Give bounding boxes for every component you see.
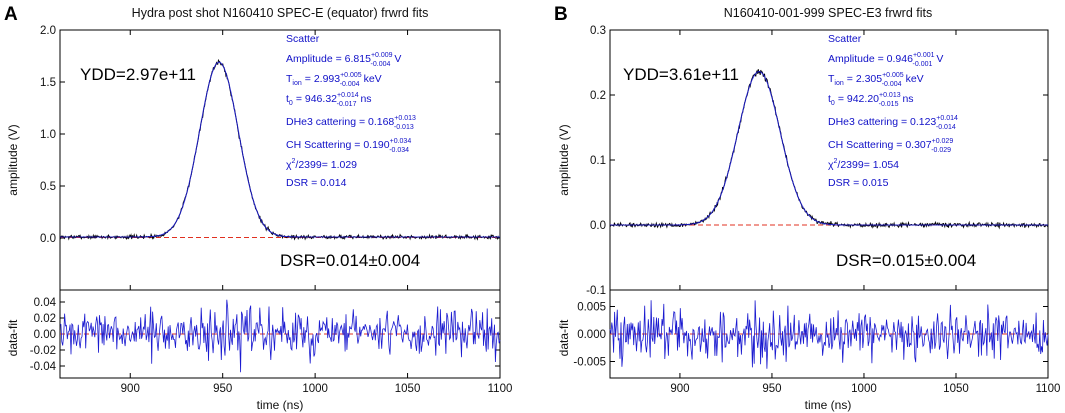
panel-a: A Hydra post shot N160410 SPEC-E (equato…: [4, 4, 512, 412]
fit-tion-a: Tion = 2.993+0.005 -0.004 keV: [286, 72, 382, 88]
x-tick-label-b: 1050: [943, 383, 969, 395]
residual-y-tick-label-a: 0.00: [34, 329, 56, 341]
residual-y-label-b: data-fit: [557, 319, 571, 356]
fit-amplitude-a: Amplitude = 6.815+0.009 -0.004 V: [286, 52, 401, 68]
x-tick-label-b: 1000: [851, 383, 877, 395]
fit-dsr-b: DSR = 0.015: [828, 177, 889, 189]
chart-title-b: N160410-001-999 SPEC-E3 frwrd fits: [724, 6, 932, 20]
chart-title-a: Hydra post shot N160410 SPEC-E (equator)…: [132, 6, 429, 20]
y-tick-label-a: 2.0: [40, 25, 56, 37]
fit-header-b: Scatter: [828, 33, 862, 45]
x-tick-label-b: 950: [762, 383, 781, 395]
x-tick-label-a: 1050: [395, 383, 421, 395]
residual-series-b: [609, 300, 1049, 369]
residual-plot-a: -0.04 -0.02 0.00 0.02 0.04 900 950 1000 1050 1100: [30, 297, 513, 395]
fit-dsr-a: DSR = 0.014: [286, 177, 347, 189]
residual-series-a: [59, 299, 501, 373]
x-axis-label-b: time (ns): [805, 398, 852, 412]
residual-y-label-a: data-fit: [6, 319, 20, 356]
fit-header-a: Scatter: [286, 33, 320, 45]
dsr-annotation-a: DSR=0.014±0.004: [280, 251, 420, 270]
y-tick-label-b: 0.0: [590, 220, 606, 232]
fit-parameters-a: Scatter Amplitude = 6.815+0.009 -0.004 V T…: [286, 33, 416, 189]
fit-ch-a: CH Scattering = 0.190+0.034 -0.034: [286, 138, 411, 154]
main-plot-a: 0.0 0.5 1.0 1.5 2.0: [40, 25, 501, 290]
residual-y-tick-label-a: 0.02: [34, 313, 56, 325]
y-tick-label-b: 0.2: [590, 90, 606, 102]
fit-amplitude-b: Amplitude = 0.946+0.001 -0.001 V: [828, 52, 943, 68]
fit-series-b: [610, 71, 1048, 226]
panel-b: B N160410-001-999 SPEC-E3 frwrd fits -0.…: [554, 4, 1060, 412]
x-tick-label-a: 900: [121, 383, 140, 395]
residual-y-tick-label-a: -0.04: [30, 361, 57, 373]
fit-t0-a: t0 = 946.32+0.014 -0.017 ns: [286, 92, 372, 108]
x-tick-label-b: 1100: [1036, 383, 1061, 395]
residual-y-tick-label-b: 0.000: [577, 329, 606, 341]
y-tick-label-b: -0.1: [586, 285, 606, 297]
residual-y-tick-label-a: 0.04: [34, 297, 57, 309]
residual-y-tick-label-a: -0.02: [30, 345, 56, 357]
x-tick-label-a: 950: [213, 383, 232, 395]
panel-letter-b: B: [554, 4, 568, 25]
main-plot-b: -0.1 0.0 0.1 0.2 0.3: [586, 25, 1049, 297]
ydd-annotation-a: YDD=2.97e+11: [80, 65, 196, 84]
fit-chi2-a: χ2/2399= 1.029: [286, 158, 357, 171]
fit-tion-b: Tion = 2.305+0.005 -0.004 keV: [828, 72, 924, 88]
x-tick-label-b: 900: [670, 383, 689, 395]
fit-t0-b: t0 = 942.20+0.013 -0.015 ns: [828, 92, 914, 108]
fit-ch-b: CH Scattering = 0.307+0.029 -0.029: [828, 138, 953, 154]
y-tick-label-b: 0.3: [590, 25, 606, 37]
x-tick-label-a: 1000: [302, 383, 328, 395]
y-tick-label-a: 1.5: [40, 77, 56, 89]
x-axis-label-a: time (ns): [257, 398, 304, 412]
ydd-annotation-b: YDD=3.61e+11: [623, 65, 739, 84]
x-tick-label-a: 1100: [488, 383, 513, 395]
fit-dhe3-a: DHe3 cattering = 0.168+0.013 -0.013: [286, 115, 416, 131]
y-tick-label-a: 1.0: [40, 129, 56, 141]
residual-y-tick-label-b: 0.005: [577, 302, 606, 314]
fit-chi2-b: χ2/2399= 1.054: [828, 158, 899, 171]
fit-parameters-b: Scatter Amplitude = 0.946+0.001 -0.001 V T…: [828, 33, 958, 189]
fit-dhe3-b: DHe3 cattering = 0.123+0.014 -0.014: [828, 115, 958, 131]
residual-y-tick-label-b: -0.005: [573, 357, 606, 369]
data-series-a: [59, 58, 501, 241]
panel-letter-a: A: [4, 4, 18, 25]
y-tick-label-a: 0.5: [40, 181, 56, 193]
y-axis-label-a: amplitude (V): [6, 124, 20, 195]
dsr-annotation-b: DSR=0.015±0.004: [836, 251, 976, 270]
residual-plot-b: -0.005 0.000 0.005 900 950 1000 1050 1100: [573, 300, 1060, 395]
y-tick-label-b: 0.1: [590, 155, 606, 167]
fit-series-a: [60, 61, 500, 238]
y-tick-label-a: 0.0: [40, 233, 56, 245]
y-axis-label-b: amplitude (V): [557, 124, 571, 195]
